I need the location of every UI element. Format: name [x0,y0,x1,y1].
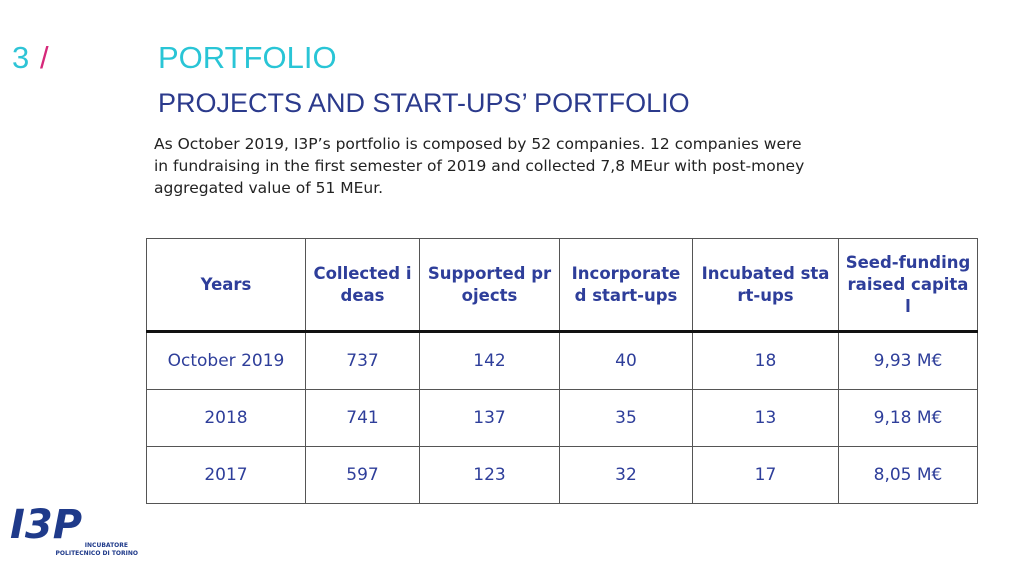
table-cell: 137 [419,389,560,447]
table-cell: 597 [305,446,420,504]
paragraph-line: in fundraising in the first semester of … [154,157,805,175]
column-header: Seed-funding raised capital [838,238,978,333]
column-header: Collected ideas [305,238,420,333]
table-body: October 2019 737 142 40 18 9,93 M€ 2018 741 137 3… [146,331,978,504]
logo-line: POLITECNICO DI TORINO [56,550,138,557]
logo: I3P INCUBATORE POLITECNICO DI TORINO [10,502,138,557]
table-cell: 142 [419,331,560,390]
table-cell: 32 [559,446,693,504]
column-header: Supported projects [419,238,560,333]
table-cell: 9,18 M€ [838,389,978,447]
header-row: Years Collected ideas Supported projects In… [146,238,978,333]
title: PORTFOLIO [158,40,337,75]
table-cell: 13 [692,389,839,447]
table-cell: 18 [692,331,839,390]
table-row: October 2019 737 142 40 18 9,93 M€ [146,331,978,390]
table-cell: October 2019 [146,331,306,390]
table-cell: 9,93 M€ [838,331,978,390]
logo-mark: I3P [10,502,82,548]
table-row: 2017 597 123 32 17 8,05 M€ [146,446,978,504]
table-row: 2018 741 137 35 13 9,18 M€ [146,389,978,447]
table-cell: 2018 [146,389,306,447]
table-cell: 737 [305,331,420,390]
logo-line: INCUBATORE [85,542,128,549]
paragraph: As October 2019, I3P’s portfolio is comp… [154,133,804,199]
subtitle: PROJECTS AND START-UPS’ PORTFOLIO [158,88,690,118]
column-header: Incubated start-ups [692,238,839,333]
column-header: Incorporated start-ups [559,238,693,333]
section-number: 3 [12,40,30,75]
table-cell: 2017 [146,446,306,504]
table-cell: 40 [559,331,693,390]
portfolio-table: Years Collected ideas Supported projects In… [146,238,978,504]
table-cell: 8,05 M€ [838,446,978,504]
section-slash: / [40,40,49,75]
paragraph-line: aggregated value of 51 MEur. [154,179,384,197]
table-cell: 17 [692,446,839,504]
table-cell: 123 [419,446,560,504]
table-cell: 35 [559,389,693,447]
column-header: Years [146,238,306,333]
paragraph-line: As October 2019, I3P’s portfolio is comp… [154,135,802,153]
table-cell: 741 [305,389,420,447]
